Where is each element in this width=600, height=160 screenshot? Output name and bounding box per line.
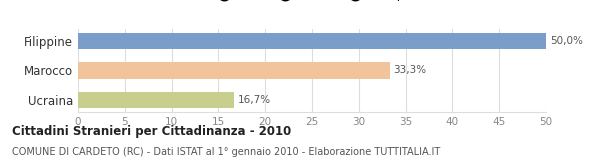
Bar <box>78 92 235 108</box>
Text: 50,0%: 50,0% <box>550 36 583 46</box>
Text: 16,7%: 16,7% <box>238 95 271 105</box>
Text: Cittadini Stranieri per Cittadinanza - 2010: Cittadini Stranieri per Cittadinanza - 2… <box>12 125 291 138</box>
Text: 33,3%: 33,3% <box>394 65 427 75</box>
Bar <box>78 62 389 79</box>
Bar <box>78 33 546 49</box>
Text: COMUNE DI CARDETO (RC) - Dati ISTAT al 1° gennaio 2010 - Elaborazione TUTTITALIA: COMUNE DI CARDETO (RC) - Dati ISTAT al 1… <box>12 147 440 157</box>
Legend: Asia, Africa, Europa: Asia, Africa, Europa <box>207 0 417 6</box>
